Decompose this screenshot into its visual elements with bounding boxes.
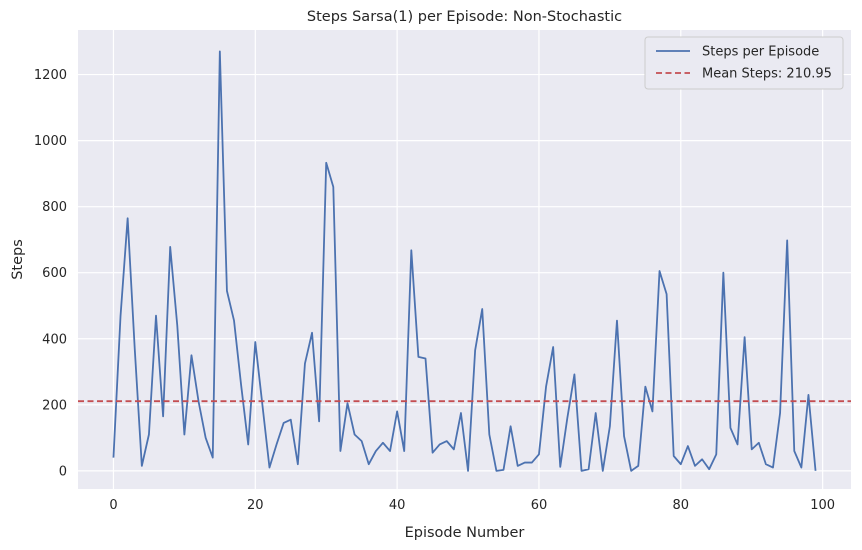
x-tick-label: 80 bbox=[673, 498, 690, 513]
y-tick-label: 1000 bbox=[34, 134, 67, 149]
y-tick-label: 400 bbox=[42, 332, 67, 347]
series-layer bbox=[78, 50, 851, 472]
y-tick-label: 0 bbox=[59, 464, 67, 479]
y-tick-label: 600 bbox=[42, 266, 67, 281]
x-tick-label: 100 bbox=[810, 498, 835, 513]
y-tick-label: 800 bbox=[42, 200, 67, 215]
x-tick-label: 40 bbox=[389, 498, 406, 513]
y-axis-label: Steps bbox=[10, 239, 26, 280]
y-tick-label: 200 bbox=[42, 398, 67, 413]
plot-background bbox=[78, 30, 851, 489]
series-line-steps-per-episode bbox=[112, 50, 817, 472]
legend-label-steps: Steps per Episode bbox=[702, 45, 819, 60]
legend: Steps per Episode Mean Steps: 210.95 bbox=[644, 36, 844, 90]
x-axis-label: Episode Number bbox=[405, 525, 525, 541]
legend-box bbox=[644, 36, 844, 90]
legend-label-mean: Mean Steps: 210.95 bbox=[702, 67, 832, 82]
chart-title: Steps Sarsa(1) per Episode: Non-Stochast… bbox=[307, 9, 622, 25]
y-tick-label: 1200 bbox=[34, 68, 67, 83]
x-tick-label: 20 bbox=[247, 498, 264, 513]
x-tick-label: 60 bbox=[531, 498, 548, 513]
x-tick-label: 0 bbox=[109, 498, 117, 513]
